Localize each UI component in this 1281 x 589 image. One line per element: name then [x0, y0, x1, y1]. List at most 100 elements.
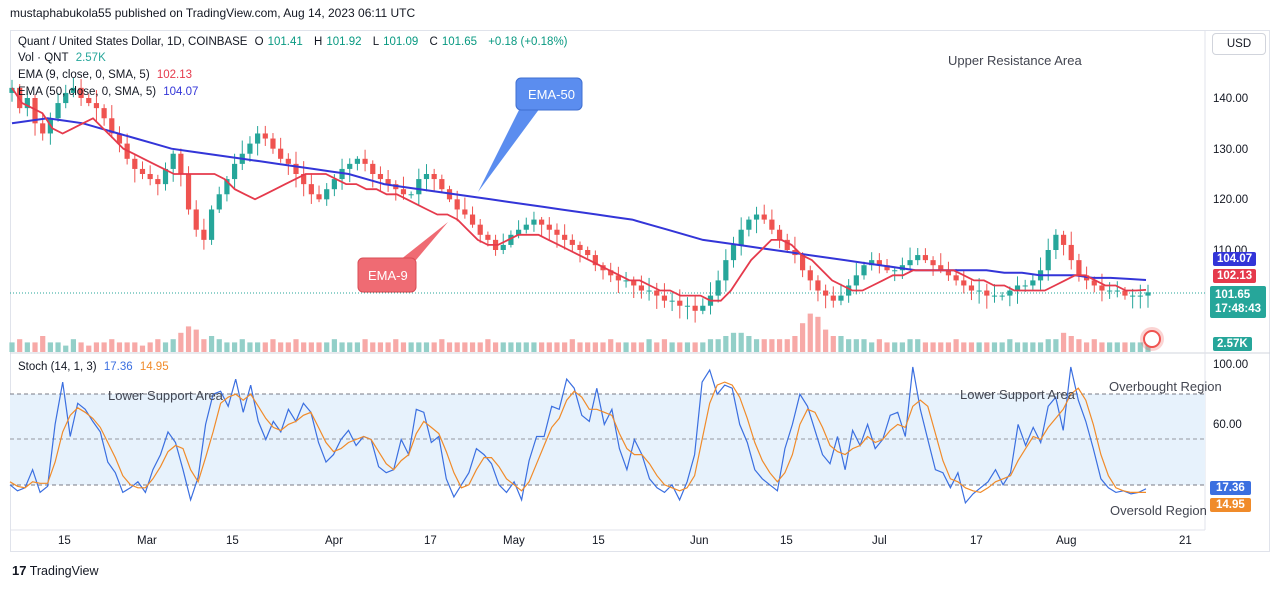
- volume-bar: [1037, 342, 1044, 352]
- volume-bar: [1083, 342, 1090, 352]
- volume-bar: [492, 342, 499, 352]
- candle-body: [991, 295, 998, 297]
- flag-icon[interactable]: [1143, 330, 1161, 348]
- stoch-lines: [9, 366, 1147, 505]
- volume-bar: [201, 339, 207, 352]
- candle-body: [270, 138, 276, 149]
- volume-label[interactable]: Vol · QNT: [18, 52, 69, 64]
- candle-body: [423, 174, 430, 180]
- currency-button[interactable]: USD: [1212, 33, 1266, 55]
- candle-body: [807, 270, 813, 281]
- candle-body: [953, 275, 959, 281]
- volume-bar: [608, 339, 614, 352]
- candle-body: [1045, 250, 1051, 271]
- ema9-label[interactable]: EMA (9, close, 0, SMA, 5): [18, 69, 150, 81]
- volume-bar: [892, 342, 898, 352]
- volume-bar: [109, 339, 115, 352]
- candle-body: [109, 118, 115, 134]
- volume-bar: [216, 339, 222, 352]
- candle-body: [32, 98, 38, 124]
- candle-body: [984, 290, 990, 296]
- tradingview-logo-icon: 17: [12, 563, 27, 578]
- volume-bar: [562, 342, 568, 352]
- volume-bar: [347, 342, 353, 352]
- high-label: H 101.92: [314, 36, 362, 48]
- volume-bar: [9, 342, 15, 352]
- volume-bar: [968, 342, 975, 352]
- candle-body: [562, 234, 568, 240]
- volume-bar: [170, 339, 176, 352]
- volume-bar: [477, 342, 483, 352]
- volume-bar: [55, 342, 61, 352]
- candle-body: [515, 229, 522, 235]
- stoch-d-tag: 14.95: [1210, 498, 1251, 512]
- volume-bar: [592, 342, 598, 352]
- low-label: L 101.09: [372, 36, 419, 48]
- volume-bar: [162, 342, 169, 352]
- ema9-callout[interactable]: [357, 257, 417, 293]
- stoch-k-tag: 17.36: [1210, 481, 1251, 495]
- candle-body: [608, 270, 614, 276]
- candle-body: [869, 260, 875, 266]
- volume-bar: [469, 342, 476, 352]
- close-label: C 101.65: [429, 36, 478, 48]
- candles[interactable]: [9, 77, 1151, 323]
- candle-body: [746, 219, 752, 230]
- volume-bar: [669, 342, 675, 352]
- volume-bar: [746, 336, 752, 352]
- brand-name: TradingView: [29, 564, 99, 578]
- candle-body: [684, 305, 691, 307]
- volume-tag: 2.57K: [1213, 337, 1252, 351]
- candle-body: [255, 133, 261, 144]
- candle-body: [715, 280, 721, 296]
- volume-bar: [861, 339, 867, 352]
- volume-bar: [116, 342, 123, 352]
- legend-symbol[interactable]: Quant / United States Dollar, 1D, COINBA…: [18, 36, 248, 48]
- volume-bar: [101, 342, 107, 352]
- ema50-callout[interactable]: [515, 77, 583, 111]
- ema50-callout-pointer: [478, 108, 540, 192]
- candle-body: [638, 285, 645, 291]
- volume-bar: [78, 342, 84, 352]
- candle-body: [1130, 295, 1136, 297]
- time-tick: 17: [424, 535, 437, 547]
- volume-bar: [815, 316, 821, 352]
- candle-body: [78, 87, 84, 98]
- volume-bar: [623, 342, 629, 352]
- last-price-tag: 101.65 17:48:43: [1210, 286, 1267, 318]
- price-tick: 130.00: [1213, 144, 1248, 156]
- time-tick: 15: [592, 535, 605, 547]
- volume-bar: [132, 342, 138, 352]
- volume-bar: [293, 339, 299, 352]
- volume-bar: [922, 342, 929, 352]
- volume-bar: [715, 339, 721, 352]
- ema9-value: 102.13: [156, 69, 193, 81]
- ema50-label[interactable]: EMA (50, close, 0, SMA, 5): [18, 86, 157, 98]
- volume-bar: [1014, 342, 1021, 352]
- volume-bar: [531, 342, 537, 352]
- candle-body: [377, 174, 384, 180]
- candle-body: [500, 244, 506, 250]
- stoch-k-value: 17.36: [103, 361, 133, 373]
- volume-bar: [1007, 339, 1013, 352]
- candle-body: [692, 305, 698, 311]
- candle-body: [86, 98, 92, 104]
- volume-bar: [224, 342, 230, 352]
- candle-body: [531, 219, 537, 225]
- volume-bar: [853, 339, 859, 352]
- volume-bar: [539, 342, 545, 352]
- candle-body: [961, 280, 967, 286]
- candle-body: [400, 189, 407, 195]
- candle-body: [370, 163, 376, 174]
- volume-bar: [907, 339, 913, 352]
- stoch-label[interactable]: Stoch (14, 1, 3): [18, 361, 97, 373]
- candle-body: [938, 265, 944, 271]
- candle-body: [838, 295, 844, 301]
- candle-body: [324, 189, 330, 200]
- candle-body: [1076, 260, 1082, 276]
- tradingview-brand[interactable]: 17 TradingView: [12, 563, 99, 578]
- candle-body: [723, 260, 729, 281]
- volume-bar: [830, 336, 836, 352]
- volume-bar: [953, 339, 959, 352]
